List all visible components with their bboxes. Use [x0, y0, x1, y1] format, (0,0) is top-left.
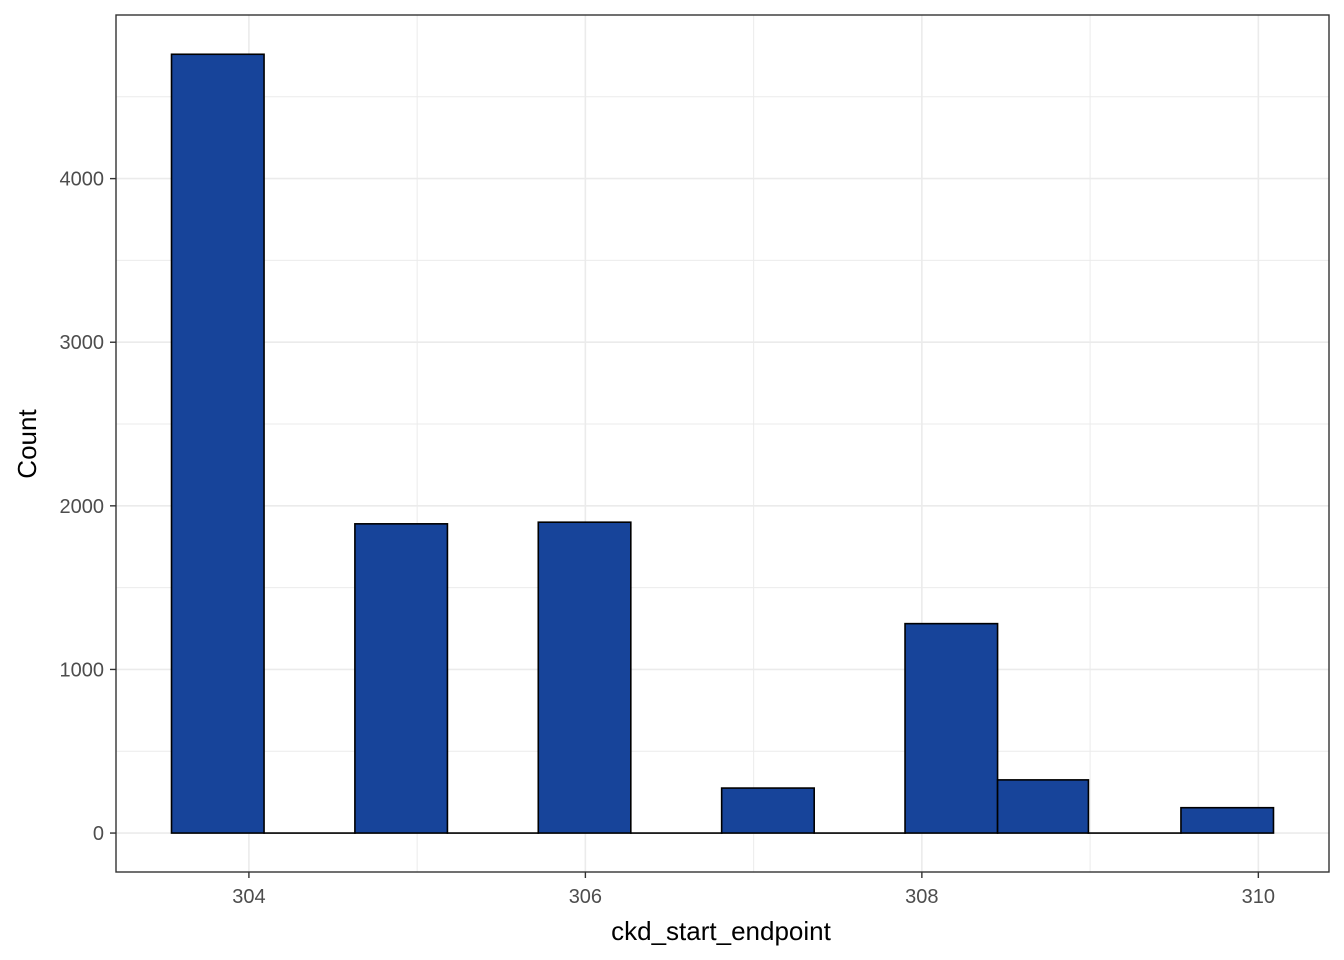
- y-axis: 0 1000 2000 3000 4000: [60, 169, 116, 845]
- histogram-bar: [537, 521, 632, 834]
- histogram-bar: [904, 622, 999, 834]
- minor-gridlines: [116, 15, 1329, 872]
- histogram-bar: [170, 53, 265, 834]
- y-axis-title: Count: [12, 409, 42, 479]
- x-tick-label: 308: [905, 886, 938, 908]
- y-tick-label: 2000: [60, 496, 105, 518]
- x-axis: 304 306 308 310: [232, 872, 1275, 908]
- x-tick-label: 304: [232, 886, 265, 908]
- panel-border: [115, 14, 1330, 873]
- x-axis-title: ckd_start_endpoint: [611, 916, 831, 946]
- y-tick-label: 0: [93, 823, 104, 845]
- histogram-bar: [354, 523, 449, 834]
- histogram-bar: [1180, 806, 1275, 834]
- x-tick-label: 310: [1242, 886, 1275, 908]
- y-tick-label: 4000: [60, 169, 105, 191]
- histogram-bars: [170, 53, 1275, 834]
- y-tick-label: 3000: [60, 332, 105, 354]
- y-tick-label: 1000: [60, 659, 105, 681]
- histogram-bar: [720, 787, 815, 834]
- x-tick-label: 306: [569, 886, 602, 908]
- histogram-bar: [996, 779, 1090, 834]
